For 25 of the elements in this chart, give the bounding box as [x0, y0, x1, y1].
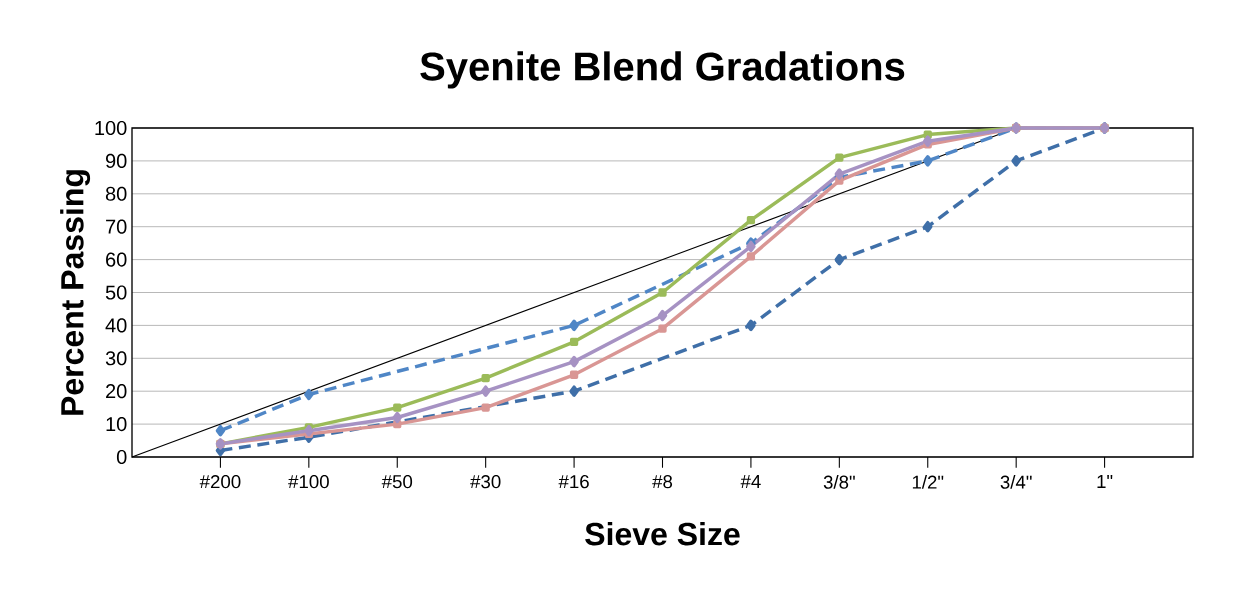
y-tick-label: 50 [105, 285, 127, 300]
x-tick-label: 1/2" [912, 475, 944, 489]
chart-title: Syenite Blend Gradations [420, 51, 905, 89]
x-tick-label: #100 [288, 475, 329, 489]
y-tick-label: 40 [105, 318, 127, 333]
x-axis-title: Sieve Size [585, 521, 740, 546]
y-axis-title: Percent Passing [60, 170, 91, 415]
x-tick-label: #30 [470, 475, 501, 489]
x-tick-label: #50 [381, 475, 413, 489]
y-tick-label: 60 [106, 252, 127, 267]
x-tick-label: #8 [652, 475, 673, 489]
y-tick-label: 80 [105, 186, 127, 201]
x-tick-label: #16 [558, 475, 589, 489]
y-tick-label: 100 [95, 120, 127, 136]
x-tick-label: #4 [740, 475, 761, 488]
x-tick-label: 3/8" [823, 475, 855, 489]
y-tick-label: 0 [116, 449, 127, 465]
y-tick-label: 90 [105, 153, 127, 168]
y-tick-label: 10 [106, 417, 127, 432]
y-tick-label: 70 [106, 219, 127, 234]
y-tick-label: 30 [105, 351, 127, 366]
x-tick-label: 3/4" [1000, 475, 1032, 489]
x-tick-label: #200 [199, 475, 241, 489]
x-tick-label: 1" [1097, 475, 1113, 488]
y-tick-label: 20 [106, 384, 127, 399]
